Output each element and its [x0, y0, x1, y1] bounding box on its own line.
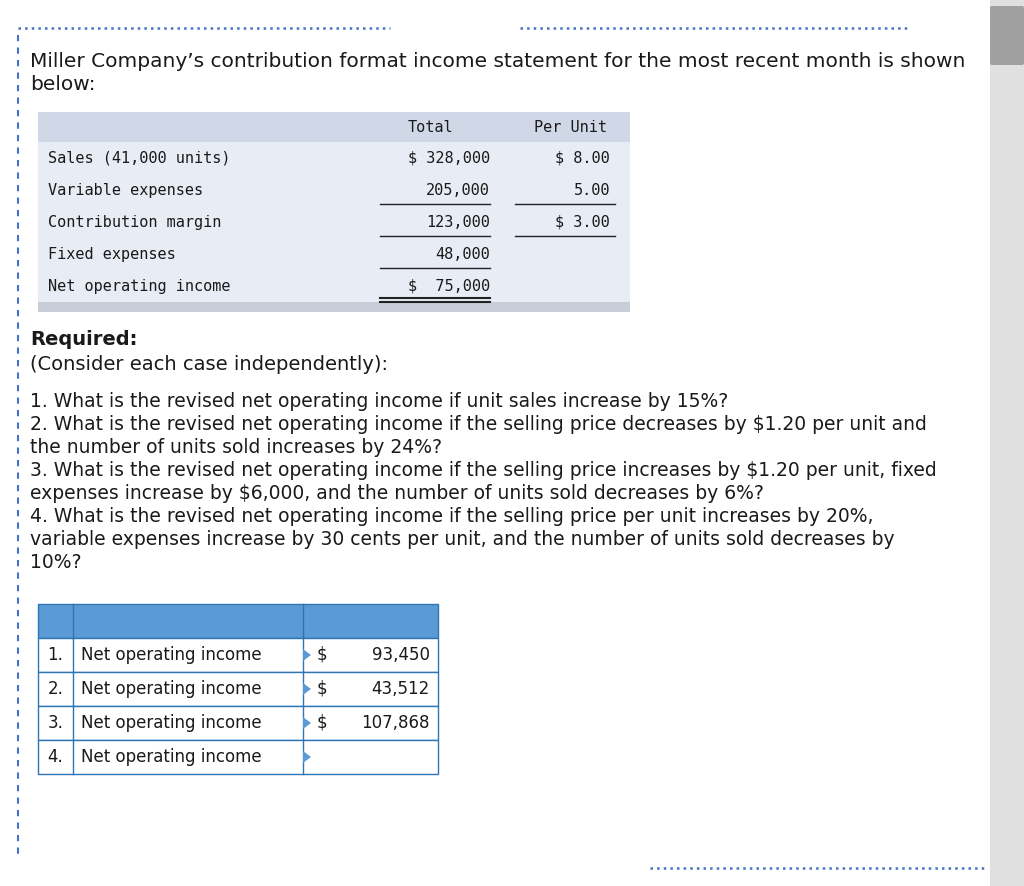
Text: 3. What is the revised net operating income if the selling price increases by $1: 3. What is the revised net operating inc…: [30, 461, 937, 480]
Text: $ 328,000: $ 328,000: [408, 151, 490, 166]
Polygon shape: [303, 717, 311, 729]
Polygon shape: [303, 683, 311, 695]
Text: (Consider each case independently):: (Consider each case independently):: [30, 355, 388, 374]
Text: 5.00: 5.00: [573, 183, 610, 198]
Text: $  75,000: $ 75,000: [408, 278, 490, 293]
Text: 4.: 4.: [48, 748, 63, 766]
Text: Contribution margin: Contribution margin: [48, 214, 221, 229]
Text: Total: Total: [408, 120, 453, 135]
Text: Net operating income: Net operating income: [48, 278, 230, 293]
Text: $: $: [317, 646, 328, 664]
FancyBboxPatch shape: [990, 6, 1024, 65]
Text: $ 3.00: $ 3.00: [555, 214, 610, 229]
Text: the number of units sold increases by 24%?: the number of units sold increases by 24…: [30, 438, 442, 457]
Text: 3.: 3.: [47, 714, 63, 732]
Text: 10%?: 10%?: [30, 553, 82, 572]
Bar: [38, 740, 438, 774]
Bar: [38, 270, 630, 302]
Bar: [38, 604, 438, 638]
Text: below:: below:: [30, 75, 95, 94]
Text: Net operating income: Net operating income: [81, 680, 261, 698]
Text: 123,000: 123,000: [426, 214, 490, 229]
Bar: [38, 206, 630, 238]
Text: $: $: [317, 680, 328, 698]
Text: 2. What is the revised net operating income if the selling price decreases by $1: 2. What is the revised net operating inc…: [30, 415, 927, 434]
Text: 1.: 1.: [47, 646, 63, 664]
Bar: [38, 706, 438, 740]
Polygon shape: [303, 649, 311, 661]
Text: Required:: Required:: [30, 330, 137, 349]
Text: Sales (41,000 units): Sales (41,000 units): [48, 151, 230, 166]
Text: expenses increase by $6,000, and the number of units sold decreases by 6%?: expenses increase by $6,000, and the num…: [30, 484, 764, 503]
Bar: [38, 638, 438, 672]
Text: $ 8.00: $ 8.00: [555, 151, 610, 166]
Text: Variable expenses: Variable expenses: [48, 183, 203, 198]
Bar: [990, 0, 1024, 886]
Bar: [38, 672, 438, 706]
Text: 43,512: 43,512: [372, 680, 430, 698]
Text: Net operating income: Net operating income: [81, 646, 261, 664]
Text: 2.: 2.: [47, 680, 63, 698]
Polygon shape: [303, 751, 311, 763]
Text: 48,000: 48,000: [435, 246, 490, 261]
Text: $: $: [317, 714, 328, 732]
Text: Miller Company’s contribution format income statement for the most recent month : Miller Company’s contribution format inc…: [30, 52, 966, 71]
Text: Net operating income: Net operating income: [81, 748, 261, 766]
Text: variable expenses increase by 30 cents per unit, and the number of units sold de: variable expenses increase by 30 cents p…: [30, 530, 895, 549]
Text: 107,868: 107,868: [361, 714, 430, 732]
Text: 93,450: 93,450: [372, 646, 430, 664]
Text: Per Unit: Per Unit: [534, 120, 606, 135]
Text: Net operating income: Net operating income: [81, 714, 261, 732]
Bar: [38, 112, 630, 142]
Bar: [38, 302, 630, 312]
Bar: [38, 174, 630, 206]
Text: 205,000: 205,000: [426, 183, 490, 198]
Text: 1. What is the revised net operating income if unit sales increase by 15%?: 1. What is the revised net operating inc…: [30, 392, 728, 411]
Bar: [38, 238, 630, 270]
Text: Fixed expenses: Fixed expenses: [48, 246, 176, 261]
Bar: [38, 142, 630, 174]
Text: 4. What is the revised net operating income if the selling price per unit increa: 4. What is the revised net operating inc…: [30, 507, 873, 526]
